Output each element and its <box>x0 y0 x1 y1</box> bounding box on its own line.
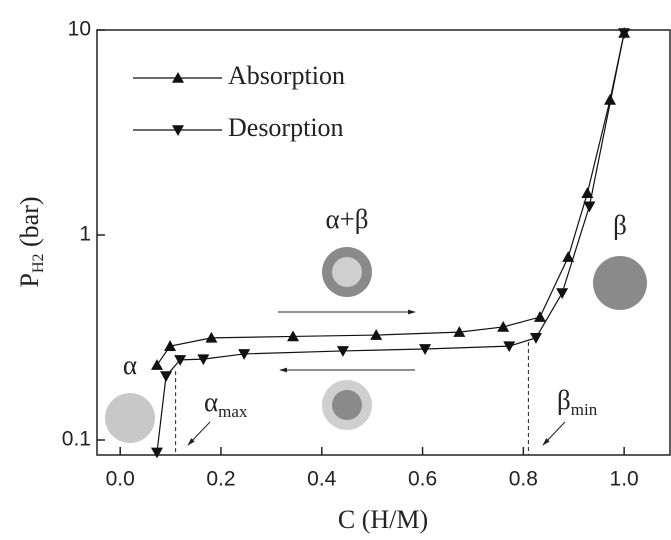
data-point <box>533 311 546 322</box>
annotation-text: α <box>204 387 218 417</box>
y-label-suffix: (bar) <box>15 196 44 253</box>
y-tick-label: 0.1 <box>62 428 91 451</box>
series-line <box>156 32 625 453</box>
data-point <box>205 331 218 343</box>
annotation-sub: min <box>571 400 598 419</box>
legend-marker <box>172 72 184 83</box>
annotation: αmax <box>204 387 248 421</box>
data-point <box>583 201 596 213</box>
legend-label: Desorption <box>228 113 344 142</box>
beta-particle <box>593 256 647 310</box>
data-point <box>287 330 300 342</box>
y-axis-label: PH2 (bar) <box>15 196 47 287</box>
x-tick-label: 0.4 <box>307 468 337 491</box>
data-point <box>618 28 631 39</box>
x-tick-label: 0.2 <box>206 468 235 491</box>
data-point <box>581 187 594 198</box>
annotation-text: β <box>557 385 571 415</box>
mixed-core <box>332 257 362 287</box>
y-tick-label: 1 <box>79 223 91 246</box>
data-point <box>238 349 251 360</box>
x-tick-label: 0.8 <box>509 468 538 491</box>
data-point <box>197 354 210 366</box>
x-axis-label: C (H/M) <box>338 505 428 534</box>
data-point <box>150 447 163 459</box>
data-point <box>503 341 516 353</box>
legend-label: Absorption <box>228 61 345 90</box>
data-point <box>160 371 173 383</box>
data-point <box>150 359 163 370</box>
y-tick-label: 10 <box>68 18 91 41</box>
annotation: βmin <box>557 385 598 419</box>
annotation: α <box>123 350 137 380</box>
arrow <box>187 421 211 446</box>
annotation: β <box>613 210 627 240</box>
x-tick-label: 1.0 <box>610 468 639 491</box>
plot-frame <box>96 29 671 456</box>
data-point <box>604 93 617 105</box>
data-point <box>453 326 466 337</box>
data-point <box>419 344 432 355</box>
arrow <box>542 421 566 446</box>
annotation-sub: max <box>218 402 248 421</box>
series-line <box>156 32 625 366</box>
x-tick-label: 0.0 <box>106 468 135 491</box>
data-point <box>529 333 542 344</box>
x-tick-label: 0.6 <box>408 468 437 491</box>
data-point <box>370 329 383 340</box>
mixed-core <box>332 390 362 420</box>
data-point <box>556 288 569 300</box>
y-label-text: P <box>15 273 44 287</box>
alpha-particle <box>105 393 155 443</box>
data-point <box>174 355 187 366</box>
data-point <box>164 340 177 351</box>
legend-marker <box>172 125 184 136</box>
data-point <box>336 346 349 357</box>
y-label-sub: H2 <box>30 253 47 273</box>
data-point <box>497 320 510 332</box>
data-point <box>562 251 575 262</box>
annotation: α+β <box>325 204 368 234</box>
